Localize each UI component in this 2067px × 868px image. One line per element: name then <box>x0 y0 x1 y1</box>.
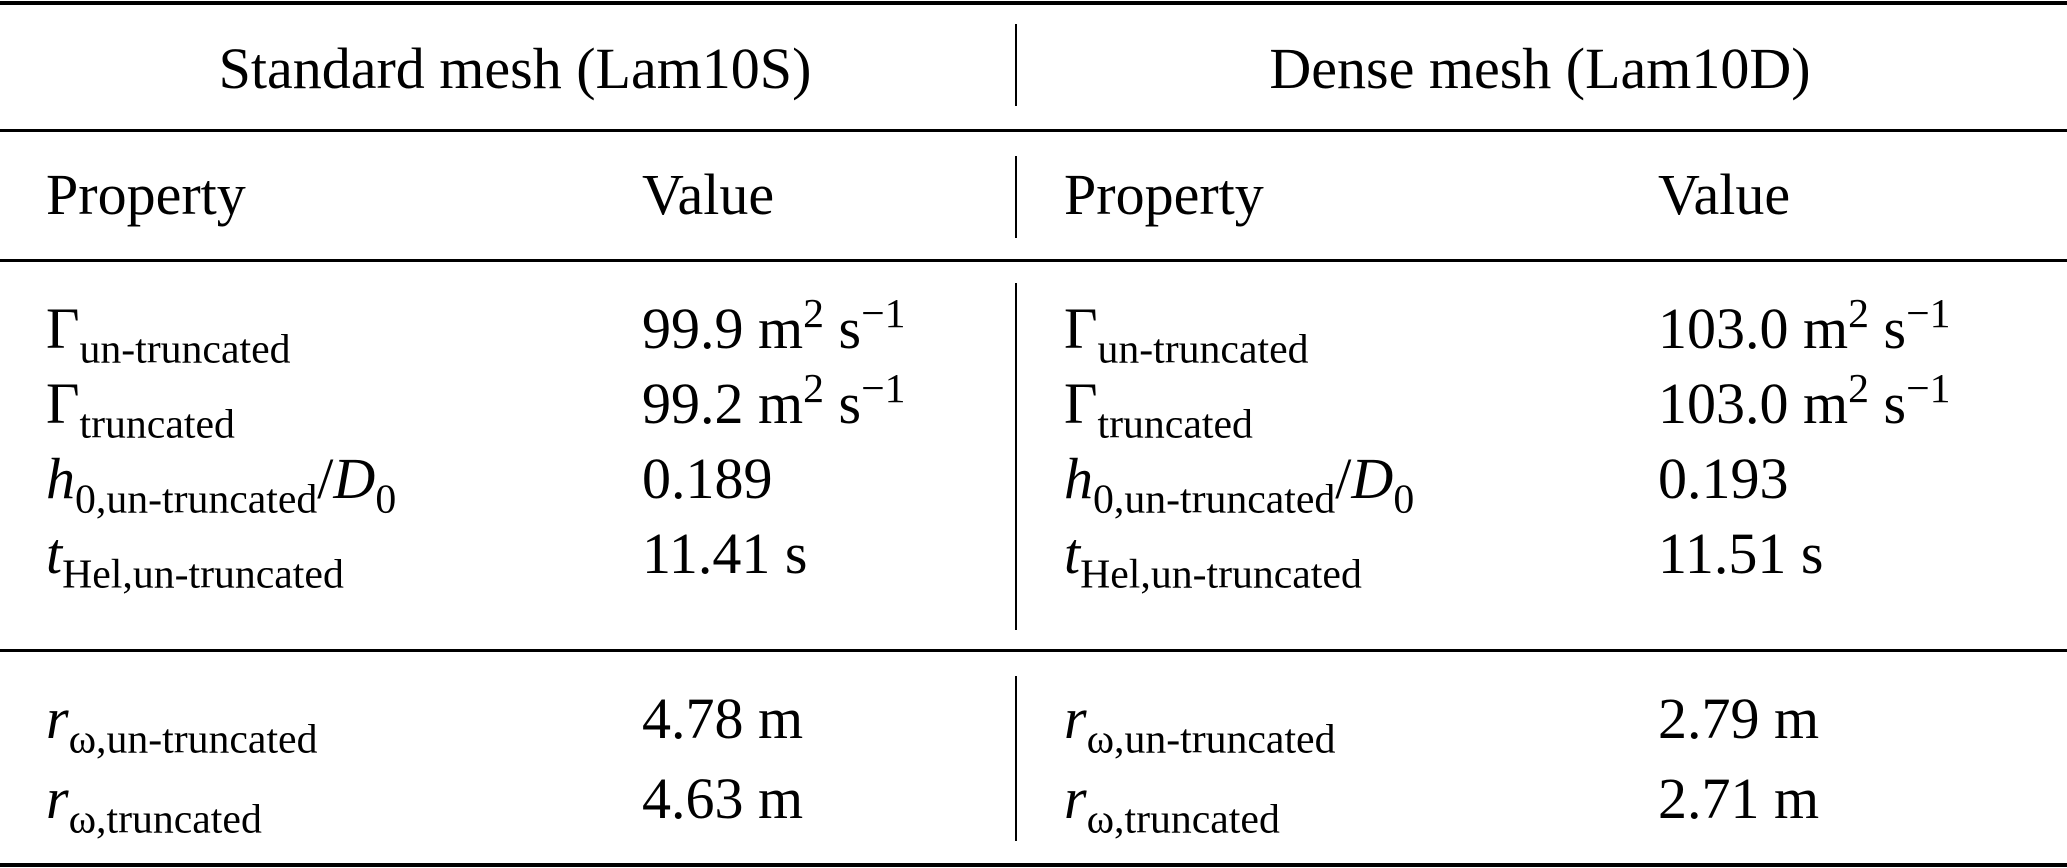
text-part: 0 <box>375 476 397 523</box>
text-part: ω,un-truncated <box>68 716 318 763</box>
text-part: 2 <box>1848 291 1869 338</box>
text-part: Γ <box>1064 296 1098 361</box>
section-rule <box>0 649 2067 652</box>
text-part: truncated <box>1097 401 1253 448</box>
text-part: 0,un-truncated <box>1093 476 1336 523</box>
cell-property: Γun-truncated <box>46 300 291 371</box>
text-part: Γ <box>46 296 80 361</box>
text-part: 4.78 m <box>642 686 804 751</box>
column-divider <box>1015 156 1017 238</box>
text-part: −1 <box>1906 366 1951 413</box>
cell-property: rω,un-truncated <box>46 690 317 761</box>
text-part: Hel,un-truncated <box>1080 551 1362 598</box>
text-part: ω,truncated <box>1086 796 1280 843</box>
col-header-property: Property <box>1064 162 1264 227</box>
cell-property: h0,un-truncated/D0 <box>1064 450 1414 521</box>
text-part: −1 <box>861 366 906 413</box>
cell-value: 4.78 m <box>642 690 803 748</box>
text-part: / <box>317 446 334 511</box>
column-divider <box>1015 283 1017 630</box>
col-header-value: Value <box>1658 162 1791 227</box>
text-part: 0,un-truncated <box>75 476 318 523</box>
text-part: 2 <box>803 366 824 413</box>
text-part: −1 <box>861 291 906 338</box>
text-part: s <box>1869 296 1907 361</box>
header-rule <box>0 259 2067 262</box>
cell-property: rω,un-truncated <box>1064 690 1335 761</box>
text-part: r <box>46 766 69 831</box>
column-divider <box>1015 24 1017 106</box>
text-part: ω,un-truncated <box>1086 716 1336 763</box>
text-part: s <box>824 371 862 436</box>
group-header-standard: Standard mesh (Lam10S) <box>218 36 812 101</box>
cell-value: 103.0 m2 s−1 <box>1658 293 1951 358</box>
text-part: un-truncated <box>79 326 291 373</box>
text-part: 99.2 m <box>642 371 804 436</box>
group-header-dense: Dense mesh (Lam10D) <box>1269 36 1811 101</box>
text-part: s <box>1869 371 1907 436</box>
text-part: / <box>1335 446 1352 511</box>
cell-value: 99.2 m2 s−1 <box>642 368 906 433</box>
text-part: ω,truncated <box>68 796 262 843</box>
text-part: 0.193 <box>1658 446 1789 511</box>
cell-value: 11.41 s <box>642 525 807 583</box>
top-rule <box>0 1 2067 5</box>
text-part: Γ <box>1064 371 1098 436</box>
column-divider <box>1015 676 1017 841</box>
cell-value: 11.51 s <box>1658 525 1823 583</box>
text-part: t <box>1064 521 1081 586</box>
cell-property: Γun-truncated <box>1064 300 1309 371</box>
text-part: h <box>46 446 75 511</box>
cell-property: tHel,un-truncated <box>1064 525 1362 596</box>
col-header-value: Value <box>642 162 775 227</box>
text-part: 0.189 <box>642 446 773 511</box>
text-part: 103.0 m <box>1658 371 1849 436</box>
cell-property: Γtruncated <box>46 375 235 446</box>
text-part: r <box>1064 686 1087 751</box>
text-part: 99.9 m <box>642 296 804 361</box>
text-part: r <box>46 686 69 751</box>
cell-value: 2.71 m <box>1658 770 1819 828</box>
cell-property: rω,truncated <box>1064 770 1280 841</box>
cell-value: 0.193 <box>1658 450 1789 508</box>
text-part: h <box>1064 446 1093 511</box>
cell-value: 2.79 m <box>1658 690 1819 748</box>
cell-property: rω,truncated <box>46 770 262 841</box>
cell-property: Γtruncated <box>1064 375 1253 446</box>
text-part: t <box>46 521 63 586</box>
text-part: Hel,un-truncated <box>62 551 344 598</box>
text-part: 11.41 s <box>642 521 808 586</box>
text-part: 11.51 s <box>1658 521 1824 586</box>
text-part: D <box>333 446 376 511</box>
text-part: 2 <box>1848 366 1869 413</box>
text-part: 2.71 m <box>1658 766 1820 831</box>
text-part: Γ <box>46 371 80 436</box>
cell-value: 4.63 m <box>642 770 803 828</box>
text-part: 0 <box>1393 476 1415 523</box>
text-part: −1 <box>1906 291 1951 338</box>
text-part: 2 <box>803 291 824 338</box>
cell-property: h0,un-truncated/D0 <box>46 450 396 521</box>
header-rule <box>0 129 2067 132</box>
text-part: 103.0 m <box>1658 296 1849 361</box>
text-part: 2.79 m <box>1658 686 1820 751</box>
cell-property: tHel,un-truncated <box>46 525 344 596</box>
text-part: r <box>1064 766 1087 831</box>
bottom-rule <box>0 863 2067 867</box>
cell-value: 99.9 m2 s−1 <box>642 293 906 358</box>
cell-value: 0.189 <box>642 450 773 508</box>
text-part: 4.63 m <box>642 766 804 831</box>
text-part: truncated <box>79 401 235 448</box>
col-header-property: Property <box>46 162 246 227</box>
text-part: un-truncated <box>1097 326 1309 373</box>
text-part: D <box>1351 446 1394 511</box>
text-part: s <box>824 296 862 361</box>
cell-value: 103.0 m2 s−1 <box>1658 368 1951 433</box>
